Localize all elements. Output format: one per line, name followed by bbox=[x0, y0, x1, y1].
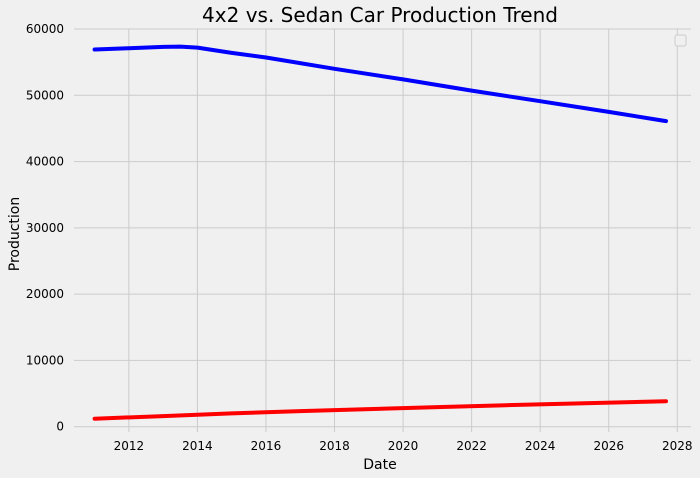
y-tick-label: 60000 bbox=[26, 22, 64, 36]
x-tick-label: 2022 bbox=[456, 439, 487, 453]
series-line-2 bbox=[92, 399, 668, 421]
x-tick-label: 2016 bbox=[251, 439, 282, 453]
plot-area bbox=[74, 29, 691, 432]
y-axis-title: Production bbox=[7, 197, 23, 271]
x-tick-label: 2012 bbox=[114, 439, 145, 453]
x-tick-labels: 2012 2014 2016 2018 2020 2022 2024 2026 2028 bbox=[114, 439, 693, 453]
x-axis-title: Date bbox=[363, 457, 396, 473]
y-tick-label: 40000 bbox=[26, 155, 64, 169]
x-tick-label: 2014 bbox=[182, 439, 213, 453]
y-tick-labels: 0 10000 20000 30000 40000 50000 60000 bbox=[26, 22, 64, 434]
chart-title: 4x2 vs. Sedan Car Production Trend bbox=[202, 3, 558, 27]
x-tick-label: 2028 bbox=[662, 439, 693, 453]
x-tick-label: 2020 bbox=[388, 439, 419, 453]
x-tick-label: 2024 bbox=[525, 439, 556, 453]
y-tick-label: 30000 bbox=[26, 221, 64, 235]
x-tick-label: 2026 bbox=[593, 439, 624, 453]
y-tick-label: 50000 bbox=[26, 88, 64, 102]
y-tick-label: 20000 bbox=[26, 287, 64, 301]
x-tick-label: 2018 bbox=[319, 439, 350, 453]
grid bbox=[74, 28, 691, 432]
series-lines bbox=[92, 44, 668, 421]
y-tick-label: 0 bbox=[56, 420, 64, 434]
y-tick-label: 10000 bbox=[26, 353, 64, 367]
legend-box bbox=[674, 34, 687, 47]
series-line-1 bbox=[92, 44, 668, 124]
